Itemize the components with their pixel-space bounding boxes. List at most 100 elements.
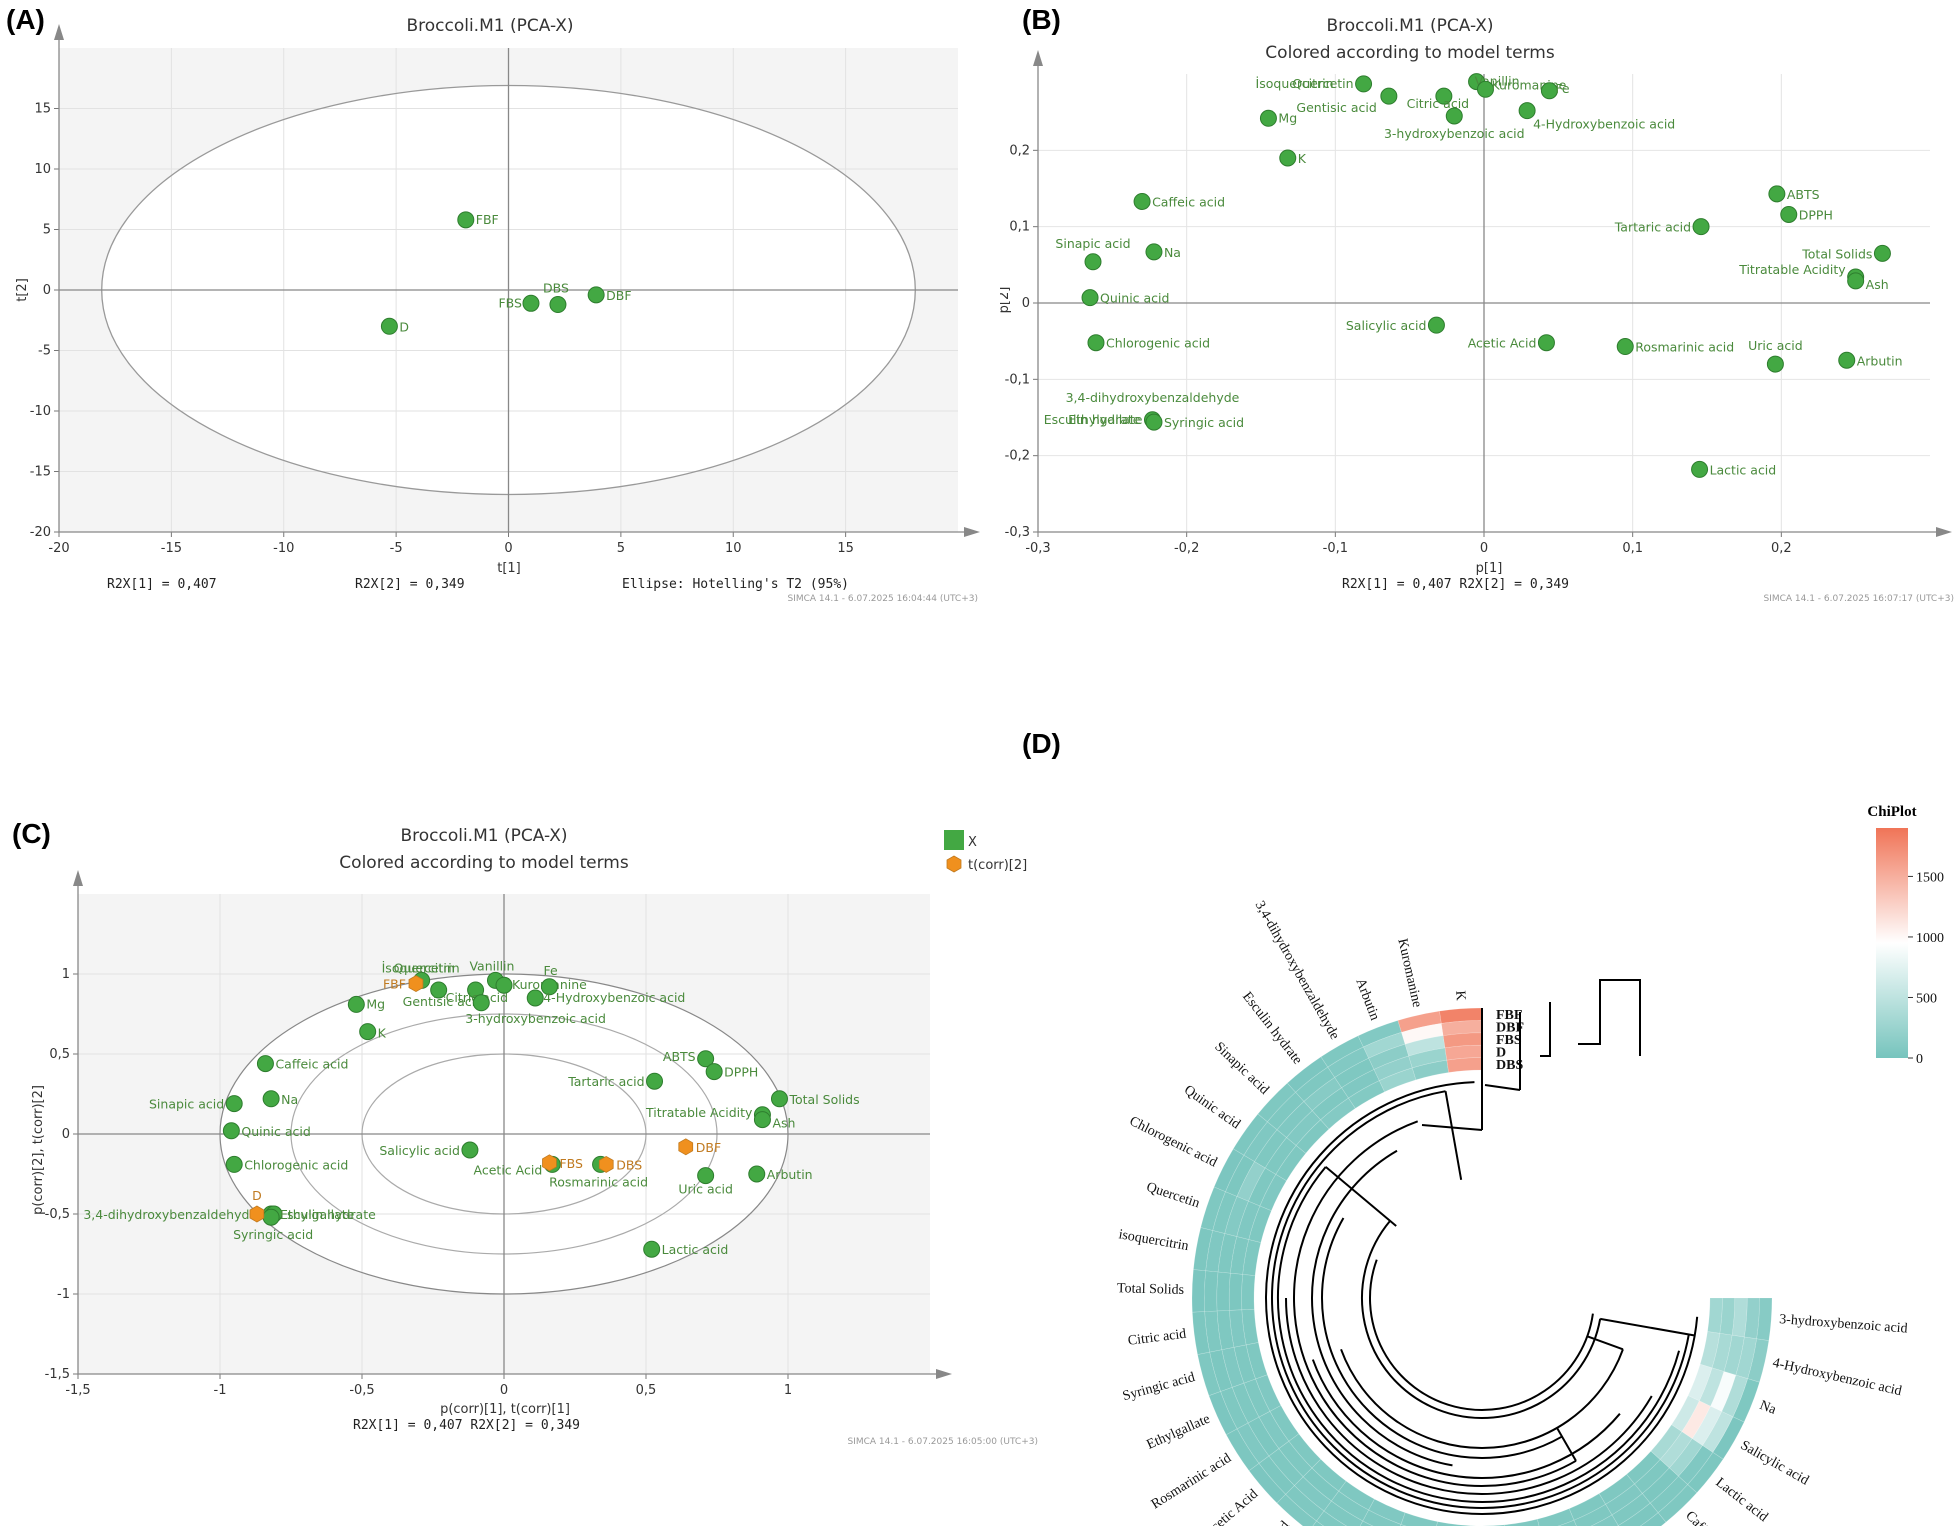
point-label: Uric acid: [1748, 338, 1803, 353]
x-axis-arrow-icon: [1936, 527, 1952, 537]
x-tick-label: -0,3: [1025, 541, 1050, 556]
chart-a-xlabel: t[1]: [497, 561, 521, 576]
column-label: Citric acid: [1127, 1327, 1187, 1349]
data-point: [1692, 218, 1710, 236]
point-label: Caffeic acid: [275, 1057, 348, 1072]
data-point: [1145, 243, 1163, 261]
point-label: Citric acid: [1407, 96, 1470, 111]
data-point: [1537, 334, 1555, 352]
data-point-hexagon: [678, 1138, 694, 1156]
data-point: [222, 1122, 240, 1140]
point-label: 3,4-dihydroxybenzaldehyde: [83, 1207, 257, 1222]
chart-a-r2x1: R2X[1] = 0,407: [107, 577, 217, 592]
heatmap-cell: [1699, 1331, 1721, 1369]
data-point: [430, 981, 448, 999]
data-point: [472, 994, 490, 1012]
dendrogram-link: [1556, 1427, 1577, 1462]
point-label: Lactic acid: [1710, 462, 1777, 477]
point-label: Salicylic acid: [1346, 318, 1427, 333]
column-label: Arbutin: [1352, 977, 1382, 1023]
x-tick-label: -0,2: [1174, 541, 1199, 556]
legend-tcorr-label: t(corr)[2]: [968, 858, 1027, 873]
point-label: Na: [1164, 245, 1181, 260]
point-label: K: [1298, 151, 1307, 166]
row-dendrogram-branch: [1578, 1030, 1601, 1045]
data-point: [643, 1240, 661, 1258]
heatmap-cell: [1241, 1274, 1256, 1311]
row-label: D: [1496, 1045, 1506, 1060]
chart-c-legend: X t(corr)[2]: [944, 830, 1027, 873]
x-axis-arrow-icon: [964, 527, 980, 537]
data-point: [1380, 87, 1398, 105]
colorbar-tick-label: 1500: [1916, 870, 1944, 885]
column-label: Acetic Acid: [1201, 1487, 1261, 1526]
y-tick-label: 1: [62, 967, 70, 982]
chart-b-ylabel: p[2]: [1000, 287, 1012, 314]
point-label: Quinic acid: [241, 1124, 310, 1139]
legend-x-label: X: [968, 835, 977, 850]
x-tick-label: 0,2: [1771, 541, 1792, 556]
heatmap-cell: [1671, 1395, 1700, 1432]
column-label: Caffeic acid: [1682, 1508, 1740, 1526]
y-tick-label: 0,5: [49, 1047, 70, 1062]
y-tick-label: 0,1: [1009, 220, 1030, 235]
point-label: Lactic acid: [662, 1242, 729, 1257]
chart-c-title: Broccoli.M1 (PCA-X): [400, 826, 567, 846]
column-label: Na: [1757, 1398, 1778, 1418]
data-point: [359, 1023, 377, 1041]
x-tick-label: -1: [214, 1383, 227, 1398]
column-label: Total Solids: [1117, 1281, 1184, 1298]
dendrogram-branch: [1271, 1090, 1690, 1509]
data-point: [225, 1095, 243, 1113]
column-label: Ethylgallate: [1145, 1412, 1213, 1453]
data-point: [753, 1111, 771, 1129]
heatmap-cell: [1248, 1205, 1272, 1243]
column-label: Rosmarinic acid: [1149, 1451, 1234, 1513]
point-label: Gentisic acid: [403, 994, 483, 1009]
y-tick-label: 10: [34, 162, 51, 177]
x-tick-label: 0: [1480, 541, 1488, 556]
colorbar-tick-label: 0: [1916, 1052, 1923, 1067]
x-axis-arrow-icon: [936, 1369, 952, 1379]
point-label: Sinapic acid: [149, 1097, 224, 1112]
data-point: [1427, 316, 1445, 334]
point-label: 3-hydroxybenzoic acid: [1384, 126, 1525, 141]
point-label: İsoquercitrin: [382, 960, 460, 975]
point-label: Quercetin: [1292, 76, 1353, 91]
chart-a-stamp: SIMCA 14.1 - 6.07.2025 16:04:44 (UTC+3): [787, 594, 978, 604]
dendrogram-branch: [1321, 1217, 1563, 1459]
data-point: [1766, 355, 1784, 373]
point-label: Salicylic acid: [379, 1143, 460, 1158]
point-label: Ethylgallate: [280, 1207, 355, 1222]
data-point: [748, 1165, 766, 1183]
row-dendrogram-branch: [1599, 979, 1641, 1056]
data-point: [1145, 413, 1163, 431]
chart-a-title: Broccoli.M1 (PCA-X): [406, 16, 573, 36]
panel-label-d: (D): [1022, 728, 1061, 759]
chart-b-r2x: R2X[1] = 0,407 R2X[2] = 0,349: [1342, 577, 1569, 592]
data-point: [697, 1050, 715, 1068]
point-label: 3-hydroxybenzoic acid: [465, 1011, 606, 1026]
point-label: Fe: [543, 963, 558, 978]
point-label: Gentisic acid: [1296, 100, 1376, 115]
y-tick-label: -0,3: [1005, 525, 1030, 540]
column-label: isoquercitrin: [1117, 1227, 1189, 1254]
chart-b-title: Broccoli.M1 (PCA-X): [1326, 16, 1493, 36]
heatmap-cell: [1537, 1508, 1575, 1526]
panel-label-a: (A): [6, 4, 45, 35]
data-point: [1616, 338, 1634, 356]
point-label: Rosmarinic acid: [1635, 340, 1734, 355]
chart-a-ylabel: t[2]: [15, 278, 30, 302]
chart-b-loadings: Broccoli.M1 (PCA-X) Colored according to…: [1000, 16, 1954, 604]
y-tick-label: -1: [57, 1287, 70, 1302]
data-point: [1476, 80, 1494, 98]
data-point: [646, 1072, 664, 1090]
data-point: [1838, 351, 1856, 369]
row-dendrogram-branch: [1540, 1002, 1551, 1057]
data-point: [587, 286, 605, 304]
chart-b-stamp: SIMCA 14.1 - 6.07.2025 16:07:17 (UTC+3): [1763, 594, 1954, 604]
dendrogram-branch: [1311, 1149, 1453, 1467]
row-label: DBS: [1496, 1058, 1523, 1073]
chart-a-r2x2: R2X[2] = 0,349: [355, 577, 465, 592]
data-point: [225, 1155, 243, 1173]
